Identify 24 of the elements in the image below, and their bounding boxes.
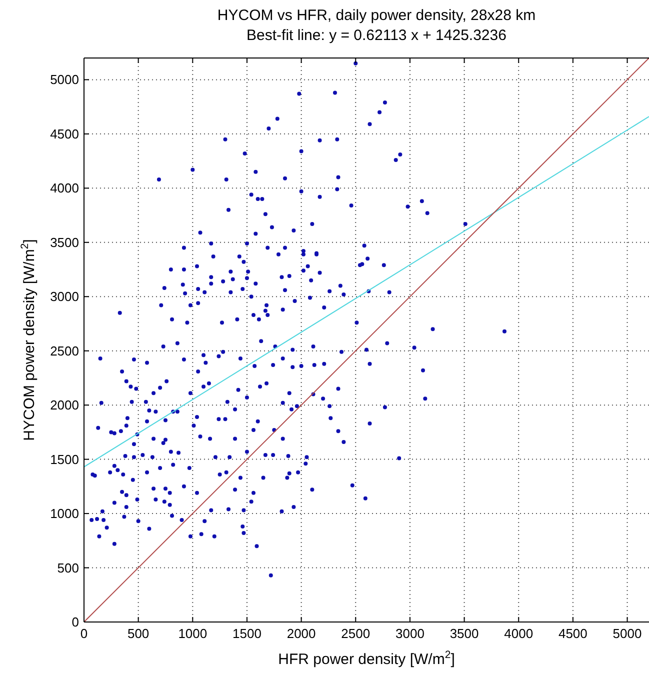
y-tick-label: 1000 [50,506,79,522]
y-tick-label: 3500 [50,234,79,250]
x-tick-label: 4000 [504,626,534,641]
x-tick-label: 2500 [341,626,370,641]
y-tick-label: 500 [57,560,79,576]
x-tick-label: 1500 [232,626,262,641]
y-tick-label: 5000 [50,72,79,88]
y-tick-label: 1500 [50,452,79,467]
chart-subtitle: Best-fit line: y = 0.62113 x + 1425.3236 [246,27,506,44]
y-tick-label: 3000 [50,289,79,304]
y-tick-label: 0 [72,614,79,630]
y-tick-label: 2500 [50,343,79,358]
x-tick-label: 5000 [612,626,642,641]
chart-title: HYCOM vs HFR, daily power density, 28x28 km [217,7,536,24]
x-tick-label: 500 [127,626,150,641]
y-tick-label: 4000 [50,180,79,196]
x-tick-label: 3500 [450,626,479,641]
x-tick-label: 4500 [558,626,588,641]
x-tick-label: 1000 [178,626,208,641]
y-tick-label: 4500 [50,126,79,142]
y-tick-label: 2000 [50,398,79,413]
x-axis-title: HFR power density [W/m$^{2}$] [278,649,455,668]
x-tick-label: 3000 [396,626,424,641]
x-tick-label: 2000 [286,626,316,641]
